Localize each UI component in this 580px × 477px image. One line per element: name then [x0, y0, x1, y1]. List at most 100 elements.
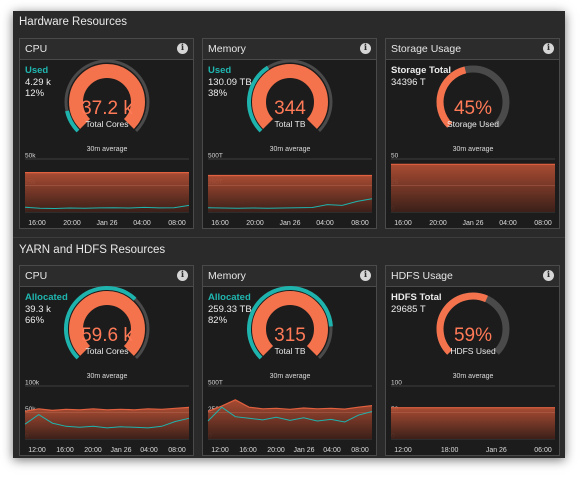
stat-value: 130.09 TB: [208, 77, 252, 88]
y-tick-label: 100k: [25, 380, 40, 387]
average-label: 30m average: [270, 373, 311, 380]
info-icon[interactable]: i: [177, 270, 188, 281]
stat-percent: 82%: [208, 315, 228, 326]
stat-label: HDFS Total: [391, 292, 442, 303]
panel-header: HDFS Usage i: [386, 266, 559, 287]
gauge-value: 344: [274, 98, 306, 119]
x-tick-label: 04:00: [323, 447, 341, 454]
info-icon[interactable]: i: [543, 270, 554, 281]
gauge-usage-arc: [65, 110, 80, 133]
x-tick-label: 12:00: [28, 447, 46, 454]
x-tick-label: 16:00: [211, 220, 229, 227]
x-tick-label: 16:00: [239, 447, 257, 454]
x-tick-label: Jan 26: [96, 220, 117, 227]
gauge-capacity-arc: [69, 291, 145, 356]
gauge-label: Storage Used: [447, 119, 499, 129]
panel-title: Memory: [208, 270, 246, 282]
gauge-value: 59%: [454, 325, 492, 346]
stat-percent: 38%: [208, 88, 228, 99]
gauge-capacity-arc: [252, 291, 328, 356]
x-tick-label: Jan 26: [462, 220, 483, 227]
info-icon[interactable]: i: [360, 43, 371, 54]
capacity-area: [208, 399, 372, 439]
x-tick-label: 20:00: [267, 447, 285, 454]
y-tick-label: 50k: [25, 153, 36, 160]
x-tick-label: 04:00: [499, 220, 517, 227]
gauge-usage-arc: [247, 286, 333, 360]
stat-percent: 66%: [25, 315, 45, 326]
y-tick-label: 500T: [208, 153, 223, 160]
stat-value: 29685 T: [391, 304, 426, 315]
y-tick-label: 50k: [25, 406, 36, 413]
y-tick-label: 500T: [208, 380, 223, 387]
gauge-value: 315: [274, 325, 306, 346]
panel-title: CPU: [25, 43, 48, 55]
usage-line: [24, 204, 190, 210]
gauge-track: [64, 59, 150, 133]
panel-header: Storage Usage i: [386, 39, 559, 60]
capacity-area: [25, 172, 189, 212]
panel-title: HDFS Usage: [391, 270, 453, 282]
x-tick-label: 08:00: [534, 220, 552, 227]
x-tick-label: 04:00: [316, 220, 334, 227]
x-tick-label: 16:00: [28, 220, 46, 227]
x-tick-label: 16:00: [394, 220, 412, 227]
x-tick-label: 18:00: [441, 447, 459, 454]
average-label: 30m average: [453, 373, 494, 380]
section-title-yarn-hdfs: YARN and HDFS Resources: [19, 244, 166, 256]
x-tick-label: 12:00: [394, 447, 412, 454]
section-divider: [13, 237, 565, 238]
stat-value: 259.33 TB: [208, 304, 252, 315]
x-tick-label: Jan 26: [486, 447, 507, 454]
x-tick-label: 08:00: [351, 220, 369, 227]
gauge-value: 37.2 k: [81, 98, 133, 119]
x-tick-label: Jan 26: [279, 220, 300, 227]
x-tick-label: 16:00: [56, 447, 74, 454]
usage-line: [207, 198, 373, 209]
panel-storage-usage: Storage Usage i Storage Total 34396 T 45% Sto…: [385, 38, 560, 229]
usage-line: [207, 406, 373, 423]
average-label: 30m average: [87, 373, 128, 380]
panel-title: CPU: [25, 270, 48, 282]
capacity-line: [24, 406, 190, 412]
x-tick-label: 08:00: [168, 447, 186, 454]
gauge-value: 59.6 k: [81, 325, 133, 346]
info-icon[interactable]: i: [177, 43, 188, 54]
x-tick-label: 12:00: [211, 447, 229, 454]
gauge-label: Total Cores: [86, 119, 129, 129]
x-tick-label: 20:00: [63, 220, 81, 227]
gauge-capacity-arc: [252, 64, 328, 129]
gauge-usage-arc: [63, 285, 137, 360]
info-icon[interactable]: i: [543, 43, 554, 54]
x-tick-label: 08:00: [351, 447, 369, 454]
capacity-line: [207, 399, 373, 412]
info-icon[interactable]: i: [360, 270, 371, 281]
gauge-capacity-arc: [69, 64, 145, 129]
x-tick-label: 04:00: [140, 447, 158, 454]
gauge-value: 45%: [454, 98, 492, 119]
stat-value: 4.29 k: [25, 77, 51, 88]
gauge-usage-arc: [436, 292, 489, 355]
capacity-area: [391, 407, 555, 439]
panel-hardware-memory: Memory i Used 130.09 TB 38% 344 Total TB 30m av…: [202, 38, 377, 229]
x-tick-label: 04:00: [133, 220, 151, 227]
gauge-label: Total Cores: [86, 346, 129, 356]
panel-title: Storage Usage: [391, 43, 462, 55]
dashboard-frame: Hardware Resources YARN and HDFS Resourc…: [13, 11, 565, 458]
stat-label: Used: [208, 65, 232, 76]
stat-label: Allocated: [208, 292, 251, 303]
capacity-area: [391, 164, 555, 212]
section-title-hardware: Hardware Resources: [19, 16, 128, 28]
capacity-area: [208, 175, 372, 212]
panel-yarn-cpu: CPU i Allocated 39.3 k 66% 59.6 k Total Cores 3…: [19, 265, 194, 456]
x-tick-label: 06:00: [534, 447, 552, 454]
x-tick-label: Jan 26: [293, 447, 314, 454]
x-tick-label: 08:00: [168, 220, 186, 227]
average-label: 30m average: [453, 146, 494, 153]
y-tick-label: 50: [391, 153, 399, 160]
